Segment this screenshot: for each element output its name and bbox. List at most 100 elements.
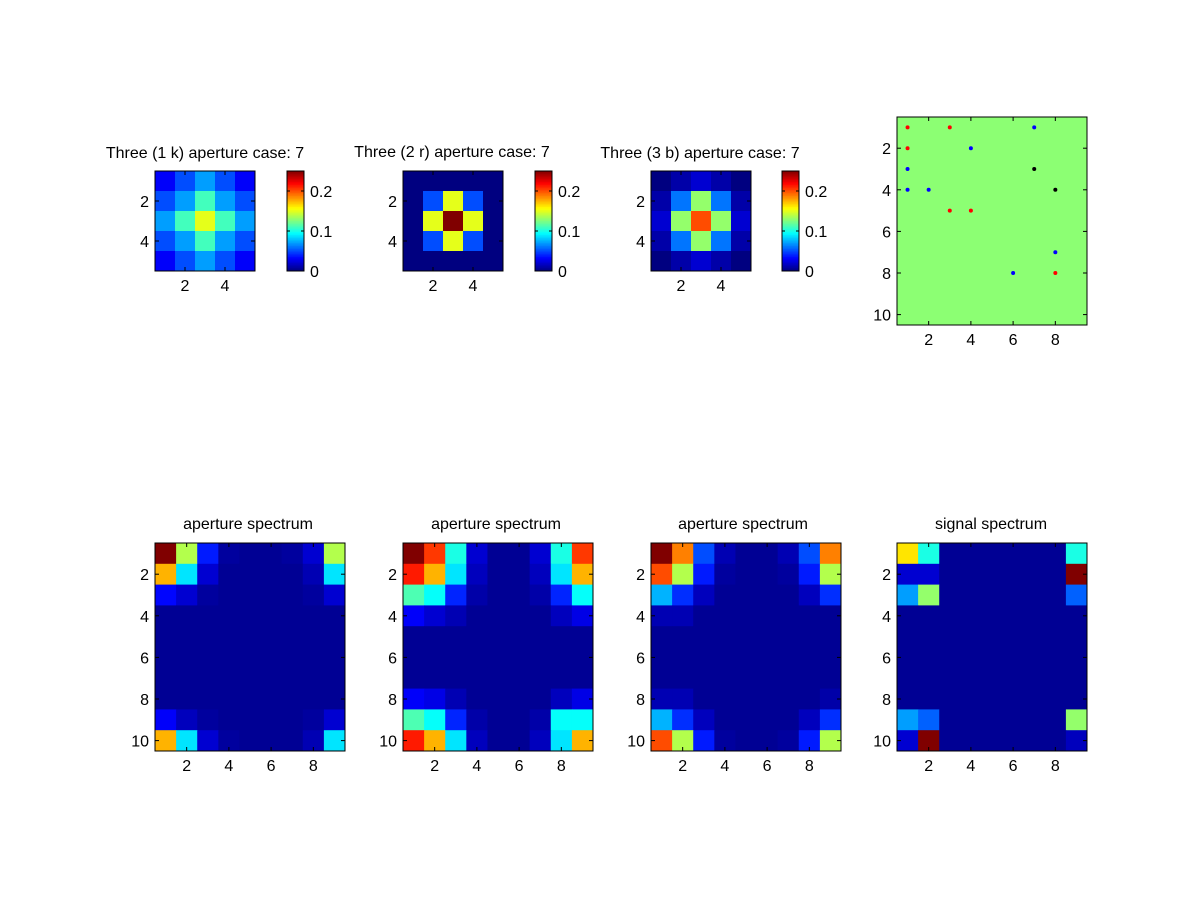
panel-5-cell bbox=[281, 730, 304, 752]
panel-2-colorbar-swatch bbox=[535, 192, 552, 195]
panel-6-cell bbox=[508, 563, 531, 586]
panel-3-plot: 2 4 2 4 bbox=[636, 170, 752, 295]
panel-2-colorbar-swatch bbox=[535, 172, 552, 175]
panel-2-colorbar-swatch bbox=[535, 256, 552, 259]
panel-3-cell bbox=[671, 171, 692, 192]
panel-2-colorbar-swatch bbox=[535, 241, 552, 244]
panel-2-colorbar-swatch bbox=[535, 194, 552, 197]
panel-8-cell bbox=[1002, 584, 1025, 606]
panel-7-cell bbox=[735, 667, 758, 690]
panel-7-xtick-label: 6 bbox=[763, 758, 772, 775]
panel-1-colorbar-swatch bbox=[287, 267, 304, 270]
panel-5-cell bbox=[155, 626, 177, 648]
panel-8-cell bbox=[1065, 709, 1088, 731]
panel-2-cell bbox=[463, 251, 484, 272]
panel-2-colorbar-swatch bbox=[535, 211, 552, 214]
panel-5-cell bbox=[197, 543, 219, 565]
panel-6-cell bbox=[487, 584, 510, 606]
panel-3-colorbar-swatch bbox=[782, 249, 799, 252]
panel-6-cell bbox=[550, 543, 573, 565]
panel-7-cell bbox=[714, 730, 736, 752]
panel-7-cell bbox=[693, 563, 715, 586]
panel-2-colorbar-swatch bbox=[535, 196, 552, 199]
panel-5-xtick-label: 2 bbox=[182, 758, 191, 775]
panel-6-cell bbox=[424, 688, 446, 710]
panel-6-cell bbox=[550, 563, 573, 586]
panel-1-colorbar-swatch bbox=[287, 219, 304, 222]
panel-8-cell bbox=[897, 667, 919, 690]
panel-7-cell bbox=[777, 647, 800, 669]
panel-7-cell bbox=[693, 709, 715, 731]
panel-1-colorbar-swatch bbox=[287, 235, 304, 238]
panel-8-axes-frame bbox=[896, 542, 1088, 752]
panel-4-point bbox=[926, 187, 931, 192]
panel-2-colorbar-swatch bbox=[535, 239, 552, 242]
panel-5-cell bbox=[323, 584, 346, 606]
panel-8-plot: 2 4 6 8 2 4 6 8 10 bbox=[873, 542, 1088, 775]
panel-2-colorbar-swatch bbox=[535, 221, 552, 224]
panel-8-cell bbox=[1023, 605, 1046, 627]
panel-7-cell bbox=[672, 563, 694, 586]
panel-6-cell bbox=[424, 647, 446, 669]
panel-7-cell bbox=[798, 667, 821, 690]
panel-5-cell bbox=[302, 730, 325, 752]
panel-6-cell bbox=[445, 563, 467, 586]
panel-6-ytick-label: 8 bbox=[388, 692, 397, 709]
panel-3-colorbar-swatch bbox=[782, 230, 799, 233]
panel-3-cell bbox=[731, 251, 752, 272]
panel-2-colorbar-swatch bbox=[535, 263, 552, 266]
panel-6-title: aperture spectrum bbox=[431, 516, 561, 533]
panel-1-colorbar-label: 0.1 bbox=[310, 224, 332, 241]
panel-2-cell bbox=[423, 171, 444, 192]
panel-3-colorbar-label: 0.2 bbox=[805, 184, 827, 201]
panel-8-ytick-label: 10 bbox=[873, 734, 891, 751]
panel-7-cell bbox=[672, 605, 694, 627]
panel-1-colorbar-swatch bbox=[287, 227, 304, 230]
panel-6-cell bbox=[508, 543, 531, 565]
panel-3-cell bbox=[691, 231, 712, 252]
panel-1-colorbar-swatch bbox=[287, 214, 304, 217]
panel-8-title: signal spectrum bbox=[935, 516, 1047, 533]
panel-7-cell bbox=[819, 626, 842, 648]
panel-5-xtick-label: 6 bbox=[267, 758, 276, 775]
panel-1-cell bbox=[175, 171, 196, 192]
panel-1-colorbar-swatch bbox=[287, 260, 304, 263]
panel-5-cell bbox=[239, 709, 262, 731]
panel-7-cell bbox=[735, 605, 758, 627]
panel-3-colorbar-swatch bbox=[782, 171, 799, 174]
panel-8-cell bbox=[981, 605, 1004, 627]
panel-6-cell bbox=[424, 626, 446, 648]
panel-3-colorbar-swatch bbox=[782, 181, 799, 184]
panel-3-colorbar: 0 0.1 0.2 bbox=[781, 170, 827, 281]
panel-2-colorbar-swatch bbox=[535, 233, 552, 236]
panel-6-cell bbox=[508, 667, 531, 690]
panel-5-cell bbox=[155, 688, 177, 710]
panel-1-colorbar-swatch bbox=[287, 221, 304, 224]
panel-8-cell bbox=[897, 584, 919, 606]
panel-7-axes-frame bbox=[650, 542, 842, 752]
panel-5-cell bbox=[218, 563, 240, 586]
panel-4-plot: 2 4 6 8 2 4 6 8 10 bbox=[873, 116, 1088, 349]
panel-6-cell bbox=[487, 730, 510, 752]
panel-1-cell bbox=[235, 191, 256, 212]
panel-3-xtick-label: 2 bbox=[677, 278, 686, 295]
panel-8-cell bbox=[1023, 543, 1046, 565]
panel-7-cell bbox=[777, 584, 800, 606]
panel-8-cell bbox=[1044, 709, 1067, 731]
panel-3-cell bbox=[651, 191, 672, 212]
panel-3-colorbar-swatch bbox=[782, 183, 799, 186]
panel-1-ytick-label: 2 bbox=[140, 194, 149, 211]
panel-1-colorbar-swatch bbox=[287, 172, 304, 175]
panel-5-cell bbox=[197, 563, 219, 586]
panel-5-cell bbox=[176, 647, 198, 669]
panel-2-ytick-label: 4 bbox=[388, 234, 397, 251]
panel-7-cell bbox=[819, 730, 842, 752]
panel-6-cell bbox=[571, 667, 594, 690]
panel-2-cell bbox=[463, 191, 484, 212]
panel-3-colorbar-swatch bbox=[782, 216, 799, 219]
panel-1-colorbar-swatch bbox=[287, 191, 304, 194]
panel-8-cell bbox=[918, 605, 940, 627]
panel-2-colorbar-swatch bbox=[535, 235, 552, 238]
panel-5-cell bbox=[239, 626, 262, 648]
